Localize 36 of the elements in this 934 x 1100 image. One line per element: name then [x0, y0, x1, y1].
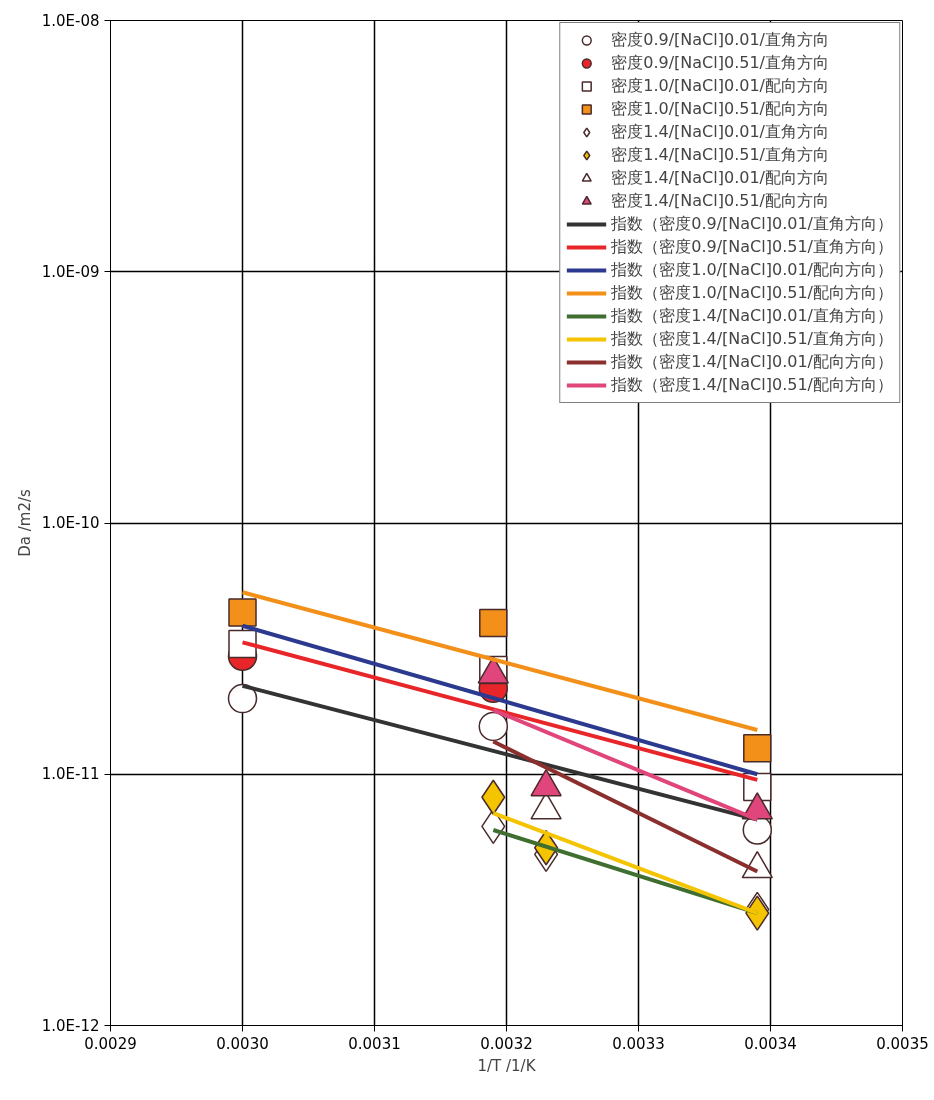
- legend-label: 指数（密度1.4/[NaCl]0.01/配向方向）: [611, 351, 893, 373]
- legend-label: 密度0.9/[NaCl]0.51/直角方向: [611, 52, 829, 74]
- legend-label: 密度1.4/[NaCl]0.51/直角方向: [611, 144, 829, 166]
- legend-label: 指数（密度1.4/[NaCl]0.51/直角方向）: [611, 328, 893, 350]
- legend-label: 指数（密度0.9/[NaCl]0.51/直角方向）: [611, 236, 893, 258]
- x-tick-label: 0.0034: [744, 1034, 797, 1053]
- legend-label: 密度1.4/[NaCl]0.01/配向方向: [611, 167, 829, 189]
- point: [228, 598, 257, 627]
- legend-label: 指数（密度1.0/[NaCl]0.51/配向方向）: [611, 282, 893, 304]
- x-tick-label: 0.0030: [216, 1034, 269, 1053]
- legend-label: 密度0.9/[NaCl]0.01/直角方向: [611, 29, 829, 51]
- legend-label: 密度1.0/[NaCl]0.01/配向方向: [611, 75, 829, 97]
- legend-label: 指数（密度1.4/[NaCl]0.01/直角方向）: [611, 305, 893, 327]
- y-tick-label: 1.0E-12: [41, 1016, 100, 1035]
- point: [227, 683, 258, 714]
- point: [228, 629, 257, 659]
- y-tick-label: 1.0E-08: [41, 11, 100, 30]
- x-tick-label: 0.0029: [84, 1034, 137, 1053]
- y-tick-label: 1.0E-10: [41, 514, 100, 532]
- legend-label: 密度1.4/[NaCl]0.51/配向方向: [611, 190, 829, 212]
- x-tick-label: 0.0032: [480, 1034, 533, 1053]
- x-tick-label: 0.0035: [876, 1034, 929, 1053]
- y-tick-label: 1.0E-11: [41, 765, 100, 784]
- point: [478, 711, 509, 742]
- legend-label: 密度1.4/[NaCl]0.01/直角方向: [611, 121, 829, 143]
- point: [479, 608, 508, 638]
- y-tick-label: 1.0E-09: [41, 262, 100, 281]
- legend-label: 指数（密度1.4/[NaCl]0.51/配向方向）: [611, 374, 893, 396]
- legend-label: 指数（密度1.0/[NaCl]0.01/配向方向）: [611, 259, 893, 281]
- legend-label: 密度1.0/[NaCl]0.51/配向方向: [611, 98, 829, 120]
- x-axis-title: 1/T /1/K: [477, 1056, 537, 1075]
- legend-label: 指数（密度0.9/[NaCl]0.01/直角方向）: [611, 213, 893, 235]
- x-tick-label: 0.0031: [348, 1034, 401, 1053]
- y-axis-title: Da /m2/s: [15, 489, 34, 557]
- point: [743, 733, 772, 763]
- x-tick-label: 0.0033: [612, 1034, 665, 1053]
